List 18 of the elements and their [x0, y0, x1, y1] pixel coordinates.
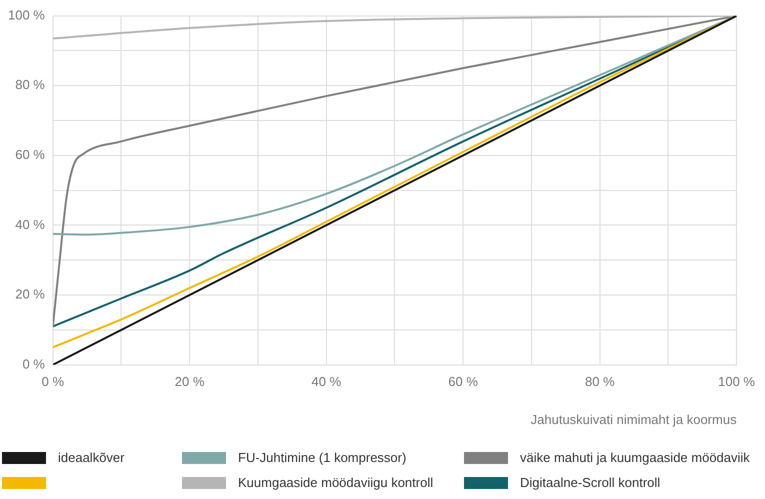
y-tick-label: 60 %: [15, 146, 46, 162]
y-tick-label: 0 %: [22, 356, 46, 372]
legend-label: FU-Juhtimine (1 kompressor): [238, 450, 406, 465]
x-axis-title: Jahutuskuivati nimimaht ja koormus: [530, 412, 738, 427]
legend-label: ideaalkõver: [58, 450, 124, 465]
x-tick-label: 40 %: [312, 374, 342, 390]
legend-label: väike mahuti ja kuumgaaside möödaviik: [520, 450, 750, 465]
y-tick-label: 40 %: [15, 216, 46, 232]
y-tick-label: 100 %: [8, 7, 46, 22]
x-tick-label: 80 %: [585, 374, 616, 390]
x-tick-label: 20 %: [174, 374, 205, 390]
x-tick-label: 60 %: [448, 374, 478, 390]
legend-label: Kuumgaaside möödaviigu kontroll: [238, 475, 434, 490]
x-tick-label: 0 %: [42, 374, 64, 390]
y-tick-label: 20 %: [15, 286, 46, 302]
x-tick-label: 100 %: [718, 374, 756, 390]
y-tick-label: 80 %: [15, 77, 46, 92]
legend-label: Digitaalne-Scroll kontroll: [520, 475, 660, 490]
